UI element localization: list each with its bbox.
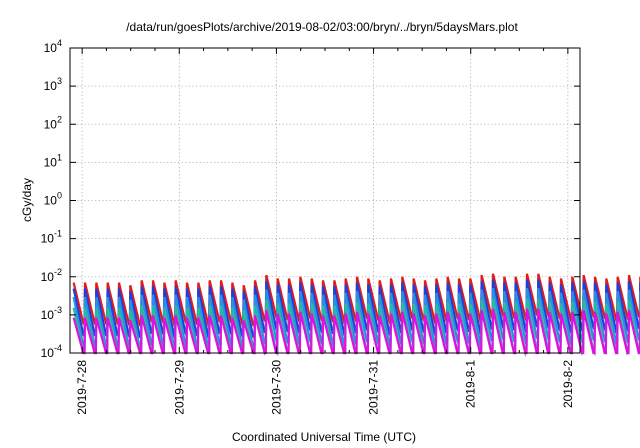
y-tick-base: 10 — [44, 155, 58, 169]
x-tick-label: 2019-7-28 — [75, 360, 89, 415]
y-tick-base: 10 — [41, 308, 55, 322]
y-tick-exponent: 4 — [57, 38, 62, 48]
y-tick-exponent: -1 — [54, 229, 62, 239]
y-tick-base: 10 — [41, 346, 55, 360]
x-tick-label: 2019-7-30 — [269, 360, 283, 415]
y-tick-exponent: 2 — [57, 114, 62, 124]
x-axis-label: Coordinated Universal Time (UTC) — [232, 430, 416, 444]
axes: 10-410-310-210-11001011021031042019-7-28… — [41, 38, 580, 415]
x-tick-label: 2019-7-31 — [367, 360, 381, 415]
x-tick-label: 2019-7-29 — [172, 360, 186, 415]
y-tick-exponent: 0 — [57, 191, 62, 201]
y-axis-label: cGy/day — [20, 178, 34, 222]
x-tick-label: 2019-8-1 — [464, 360, 478, 408]
x-tick-label: 2019-8-2 — [561, 360, 575, 408]
y-tick-label: 10-1 — [41, 229, 62, 246]
y-tick-base: 10 — [44, 117, 58, 131]
y-tick-exponent: -3 — [54, 305, 62, 315]
y-tick-exponent: -2 — [54, 267, 62, 277]
y-tick-base: 10 — [44, 194, 58, 208]
y-tick-exponent: -4 — [54, 343, 62, 353]
y-tick-exponent: 3 — [57, 76, 62, 86]
grid-lines — [70, 48, 580, 353]
y-tick-label: 102 — [44, 114, 62, 131]
y-tick-label: 10-4 — [41, 343, 62, 360]
y-tick-label: 10-2 — [41, 267, 62, 284]
y-tick-base: 10 — [44, 41, 58, 55]
y-tick-base: 10 — [41, 270, 55, 284]
y-tick-exponent: 1 — [57, 152, 62, 162]
y-tick-label: 100 — [44, 191, 62, 208]
y-tick-label: 10-3 — [41, 305, 62, 322]
y-tick-label: 104 — [44, 38, 62, 55]
chart-title: /data/run/goesPlots/archive/2019-08-02/0… — [126, 20, 518, 34]
y-tick-label: 103 — [44, 76, 62, 93]
y-tick-base: 10 — [44, 79, 58, 93]
y-tick-label: 101 — [44, 152, 62, 169]
y-tick-base: 10 — [41, 232, 55, 246]
